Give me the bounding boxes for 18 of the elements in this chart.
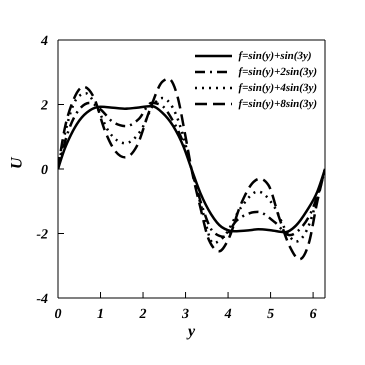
x-tick-label: 4 [224,306,232,322]
y-axis-title: U [8,156,26,169]
x-tick-label: 5 [267,306,274,322]
x-tick-label: 3 [181,306,190,322]
legend-label: f=sin(y)+4sin(3y) [238,82,317,94]
legend-label: f=sin(y)+8sin(3y) [238,98,317,110]
x-tick-label: 1 [97,306,104,322]
legend-label: f=sin(y)+2sin(3y) [238,66,317,78]
x-tick-label: 0 [54,306,62,322]
legend-label: f=sin(y)+sin(3y) [238,50,312,62]
y-tick-label: -2 [36,227,48,242]
y-tick-label: -4 [36,292,48,307]
x-tick-label: 2 [138,306,147,322]
y-tick-label: 0 [41,162,48,178]
y-tick-label: 4 [40,34,48,49]
x-axis-title: y [186,323,196,340]
y-tick-label: 2 [40,98,48,114]
x-tick-label: 6 [310,306,317,322]
